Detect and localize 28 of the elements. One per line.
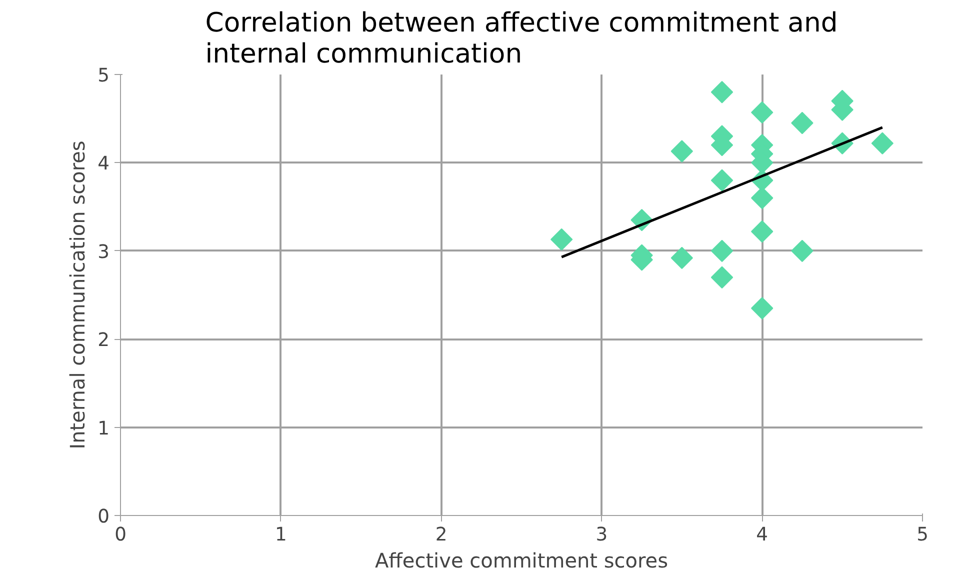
x-tick-label: 1 (274, 524, 287, 546)
point (710, 240, 734, 262)
point (670, 140, 694, 162)
point (710, 81, 734, 104)
x-tick-label: 3 (596, 524, 608, 546)
point (750, 220, 774, 243)
x-axis-title: Affective commitment scores (374, 548, 668, 572)
y-tick-label: 2 (98, 330, 110, 352)
x-tick-label: 0 (114, 524, 126, 546)
point (710, 169, 734, 192)
point (791, 112, 814, 134)
point (710, 266, 734, 288)
y-tick-label: 5 (98, 66, 110, 86)
point (791, 240, 814, 262)
point (670, 246, 694, 270)
y-tick-label: 0 (98, 506, 110, 528)
point (750, 297, 774, 320)
y-axis-title: Internal communication scores (66, 140, 90, 450)
point (750, 101, 774, 124)
point (550, 228, 573, 251)
x-tick-label: 2 (435, 524, 448, 546)
chart-title: Correlation between affective commitment and internal communication (205, 8, 838, 70)
y-tick-label: 4 (98, 154, 110, 175)
x-tick-label: 5 (916, 524, 928, 546)
y-tick-label: 1 (98, 418, 110, 440)
x-tick-label: 4 (756, 524, 768, 546)
point (871, 132, 894, 154)
y-tick-label: 3 (98, 242, 110, 263)
